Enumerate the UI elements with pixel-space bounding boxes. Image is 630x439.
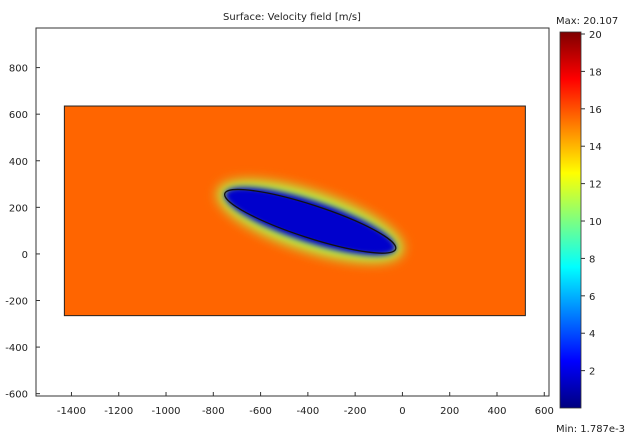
colorbar-tick-label: 8 (589, 254, 595, 265)
y-tick-label: 800 (9, 64, 28, 75)
x-tick-label: -600 (249, 406, 272, 417)
x-axis-ticks: -1400 -1200 -1000 -800 -600 -400 -200 0 200 400 60… (57, 392, 554, 417)
hull-low-speed-zone (224, 187, 396, 256)
colorbar-tick-label: 6 (589, 292, 595, 303)
colorbar-max-label: Max: 20.107 (556, 16, 618, 27)
y-tick-label: -400 (5, 343, 28, 354)
x-tick-label: -400 (297, 406, 320, 417)
y-axis-ticks: -600 -400 -200 0 200 400 600 800 (5, 64, 40, 401)
hull-outline (223, 188, 397, 254)
y-tick-label: 600 (9, 110, 28, 121)
colorbar-tick-label: 20 (589, 30, 602, 41)
y-tick-label: -200 (5, 297, 28, 308)
x-tick-label: 200 (440, 406, 459, 417)
colorbar-tick-label: 4 (589, 329, 595, 340)
x-tick-label: 0 (399, 406, 405, 417)
y-tick-label: 0 (22, 250, 28, 261)
x-tick-label: 400 (487, 406, 506, 417)
colorbar-tick-label: 16 (589, 105, 602, 116)
chart-title: Surface: Velocity field [m/s] (223, 12, 361, 23)
x-tick-label: 600 (535, 406, 554, 417)
colorbar-tick-label: 10 (589, 217, 602, 228)
colorbar-tick-label: 18 (589, 67, 602, 78)
x-tick-label: -800 (202, 406, 225, 417)
colorbar-tick-label: 2 (589, 367, 595, 378)
y-tick-label: 400 (9, 157, 28, 168)
x-tick-label: -1000 (151, 406, 180, 417)
colorbar-ticks: 2 4 6 8 10 12 14 16 18 20 (581, 30, 602, 378)
colorbar-tick-label: 12 (589, 180, 602, 191)
colorbar-min-label: Min: 1.787e-3 (556, 424, 625, 435)
x-tick-label: -1200 (104, 406, 133, 417)
x-tick-label: -200 (344, 406, 367, 417)
velocity-field (63, 105, 526, 317)
y-tick-label: 200 (9, 203, 28, 214)
colorbar (559, 31, 582, 409)
colorbar-tick-label: 14 (589, 142, 602, 153)
y-tick-label: -600 (5, 390, 28, 401)
x-tick-label: -1400 (57, 406, 86, 417)
